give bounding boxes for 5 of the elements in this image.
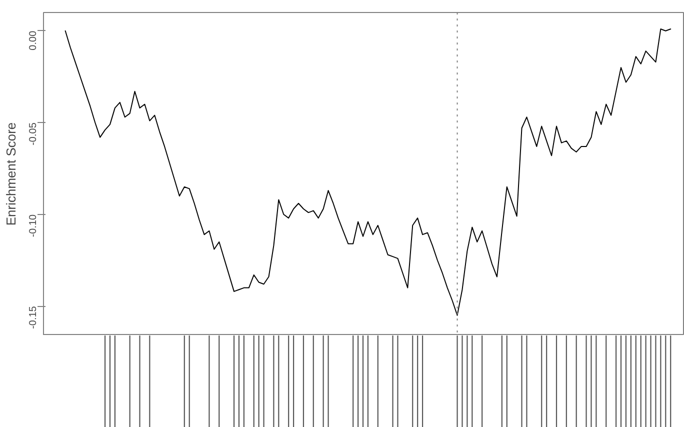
y-tick-label: -0.05 [28,122,39,146]
y-tick-label: -0.15 [28,306,39,329]
y-axis-title: Enrichment Score [4,122,18,226]
y-tick-label: -0.10 [28,214,39,238]
y-tick-label: 0.00 [28,30,39,50]
